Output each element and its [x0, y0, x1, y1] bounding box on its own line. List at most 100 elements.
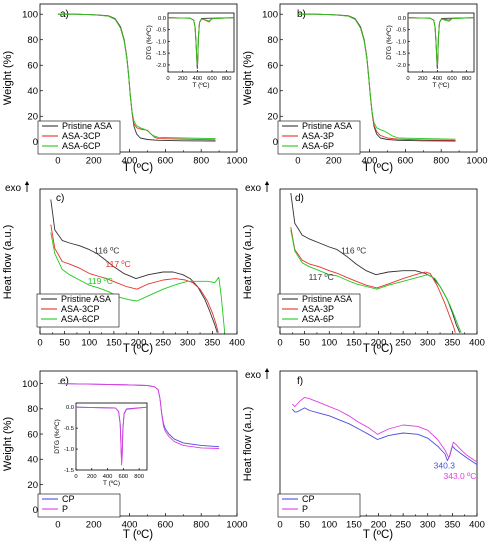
x-tick-label: 100 — [321, 338, 337, 349]
inset-series-line-1 — [75, 406, 148, 466]
y-tick-label: 0 — [33, 137, 38, 148]
inset-y-tick-label: -1.0 — [396, 39, 406, 45]
x-tick-label: 0 — [295, 156, 300, 167]
y-tick-label: 80 — [27, 404, 38, 415]
y-axis-label: Heat flow (a.u.) — [242, 407, 254, 482]
annotation-label: 340.3 — [434, 461, 456, 471]
y-tick-label: 60 — [27, 429, 38, 440]
series-line-asa-6p — [290, 229, 462, 333]
inset-y-axis-label: DTG (%/ºC) — [386, 25, 393, 60]
y-axis-label: Heat flow (a.u.) — [242, 225, 254, 300]
inset-x-tick-label: 400 — [103, 474, 113, 480]
y-axis-label: Weight (%) — [2, 51, 14, 105]
inset-x-tick-label: 600 — [118, 474, 128, 480]
inset-y-tick-label: -0.5 — [64, 426, 74, 432]
x-tick-label: 400 — [122, 156, 138, 167]
inset-x-tick-label: 600 — [207, 76, 217, 82]
x-tick-label: 400 — [469, 520, 485, 531]
legend-entry: Pristine ASA — [302, 294, 352, 304]
chart-panel-c: 0 50 100 150 200 250 300 350 400 c) T (ºC) Heat flo… — [2, 181, 245, 355]
x-axis-label: T (ºC) — [363, 529, 393, 541]
y-axis-label: Weight (%) — [2, 417, 14, 471]
legend-entry: P — [302, 504, 308, 514]
legend-entry: Pristine ASA — [62, 121, 112, 131]
series-line-asa-3p — [290, 227, 456, 333]
legend-entry: Pristine ASA — [302, 121, 352, 131]
exo-label: exo — [245, 183, 262, 194]
x-tick-label: 200 — [371, 520, 387, 531]
annotation-label: 119 ºC — [88, 276, 113, 286]
frame — [39, 370, 238, 517]
inset-series-line-2 — [167, 17, 235, 66]
inset-chart: 0 200 400 600 800 0.0 -0.5 -1.0 -1.5 -2.0 T (ºC) DT… — [386, 12, 475, 89]
inset-x-tick-label: 0 — [406, 76, 409, 82]
inset-y-tick-label: 0.0 — [398, 16, 406, 22]
inset-x-tick-label: 0 — [74, 474, 77, 480]
x-tick-label: 300 — [420, 338, 436, 349]
frame — [279, 3, 478, 153]
x-tick-label: 150 — [346, 520, 362, 531]
legend-entry: ASA-3P — [302, 131, 334, 141]
legend-entry: Pristine ASA — [61, 294, 111, 304]
y-tick-label: 100 — [22, 10, 38, 21]
x-tick-label: 0 — [55, 156, 60, 167]
y-tick-label: 20 — [27, 112, 38, 123]
x-axis-label: T (ºC) — [123, 529, 153, 541]
x-tick-label: 0 — [277, 520, 282, 531]
x-tick-label: 0 — [277, 338, 282, 349]
inset-x-tick-label: 200 — [178, 76, 188, 82]
legend-entry: ASA-3CP — [62, 131, 101, 141]
x-tick-label: 1000 — [466, 156, 487, 167]
legend-entry: ASA-6CP — [61, 314, 100, 324]
annotation-label: 116 ºC — [341, 246, 366, 256]
annotation-label: 117 ºC — [106, 259, 131, 269]
legend-entry: CP — [302, 494, 315, 504]
exo-arrow-head — [264, 181, 270, 185]
inset-background — [76, 403, 147, 470]
y-tick-label: 0 — [33, 505, 38, 516]
x-tick-label: 200 — [86, 156, 102, 167]
x-tick-label: 150 — [106, 338, 122, 349]
inset-x-axis-label: T (ºC) — [432, 82, 449, 89]
inset-y-tick-label: -2.0 — [156, 63, 166, 69]
inset-series-line-2 — [407, 17, 475, 66]
frame — [39, 3, 238, 153]
y-tick-label: 40 — [27, 86, 38, 97]
x-tick-label: 250 — [395, 338, 411, 349]
x-tick-label: 200 — [131, 338, 147, 349]
inset-x-axis-label: T (ºC) — [192, 82, 209, 89]
x-tick-label: 600 — [157, 156, 173, 167]
x-tick-label: 800 — [433, 156, 449, 167]
annotation-label: 343.0 ºC — [444, 471, 477, 481]
panel-label: c) — [56, 193, 64, 204]
x-tick-label: 250 — [395, 520, 411, 531]
legend-box — [37, 493, 121, 518]
exo-label: exo — [245, 370, 262, 381]
inset-frame — [75, 402, 148, 471]
series-line-p — [291, 396, 478, 463]
exo-label: exo — [5, 183, 22, 194]
panel-label: f) — [297, 376, 303, 387]
legend-entry: ASA-3P — [302, 304, 334, 314]
x-tick-label: 800 — [193, 156, 209, 167]
x-tick-label: 400 — [469, 338, 485, 349]
series-line-p — [57, 383, 220, 449]
inset-y-tick-label: 0.0 — [158, 16, 166, 22]
chart-panel-e: 0 200 400 600 800 1000 0 20 40 60 80 100 e) T (ºC) Wei… — [2, 370, 248, 541]
x-tick-label: 50 — [299, 520, 310, 531]
inset-y-axis-label: DTG (%/ºC) — [54, 419, 61, 454]
x-tick-label: 0 — [55, 520, 60, 531]
x-tick-label: 600 — [157, 520, 173, 531]
x-tick-label: 350 — [444, 520, 460, 531]
legend-entry: ASA-3CP — [61, 304, 100, 314]
inset-x-tick-label: 0 — [166, 76, 169, 82]
x-tick-label: 200 — [326, 156, 342, 167]
inset-x-tick-label: 800 — [462, 76, 472, 82]
panel-label: d) — [295, 193, 304, 204]
x-tick-label: 200 — [371, 338, 387, 349]
x-tick-label: 0 — [37, 338, 42, 349]
